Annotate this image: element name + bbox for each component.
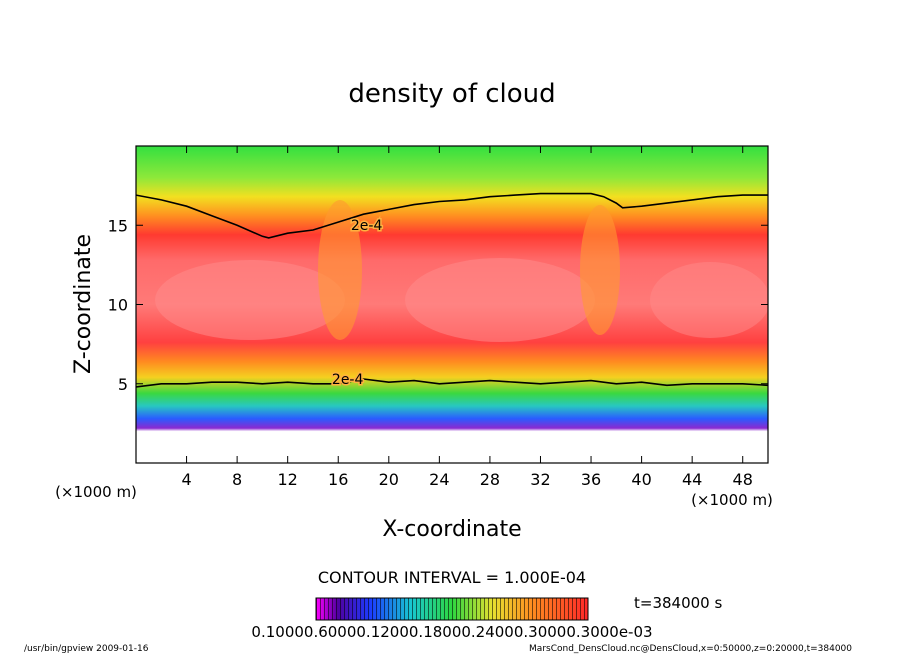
x-axis-ticks: 4 8 12 16 20 24 28 32 36 40 44 48: [181, 146, 753, 489]
plume-right: [580, 205, 620, 335]
x-tick-label: 32: [530, 470, 550, 489]
time-label: t=384000 s: [634, 594, 722, 612]
y-tick-label: 15: [108, 216, 128, 235]
x-tick-label: 28: [480, 470, 500, 489]
colorbar-labels: 0.10000.60000.12000.18000.24000.30000.30…: [251, 623, 652, 641]
chart-title: density of cloud: [348, 79, 555, 109]
x-tick-label: 36: [581, 470, 601, 489]
x-axis-label: X-coordinate: [382, 517, 521, 542]
core-left: [155, 260, 345, 340]
x-tick-label: 4: [181, 470, 191, 489]
lower-contour-line: [136, 378, 768, 388]
contour-interval-text: CONTOUR INTERVAL = 1.000E-04: [318, 568, 586, 587]
x-tick-label: 40: [631, 470, 651, 489]
contour-labels: 2e-4 2e-4: [330, 217, 384, 390]
contour-label-2: 2e-4: [332, 372, 364, 388]
plume-left: [318, 200, 362, 340]
x-tick-label: 8: [232, 470, 242, 489]
colorbar: [315, 597, 589, 621]
plot-area: [136, 146, 768, 463]
x-unit-left: (×1000 m): [55, 483, 137, 501]
x-tick-label: 48: [733, 470, 753, 489]
y-tick-label: 5: [118, 375, 128, 394]
core-right: [650, 262, 768, 338]
x-unit-right: (×1000 m): [691, 491, 773, 509]
colorbar-frame: [315, 597, 589, 621]
x-tick-label: 44: [682, 470, 702, 489]
y-tick-label: 10: [108, 296, 128, 315]
footer-left: /usr/bin/gpview 2009-01-16: [24, 644, 149, 654]
core-center: [405, 258, 595, 342]
colorbar-stripes: [316, 598, 588, 620]
x-tick-label: 24: [429, 470, 449, 489]
upper-contour-line: [136, 192, 768, 239]
contour-label-1: 2e-4: [351, 218, 383, 234]
y-axis-ticks: 5 10 15: [108, 216, 768, 394]
x-tick-label: 16: [328, 470, 348, 489]
footer-right: MarsCond_DensCloud.nc@DensCloud,x=0:5000…: [529, 644, 852, 654]
x-tick-label: 20: [379, 470, 399, 489]
x-tick-label: 12: [278, 470, 298, 489]
y-axis-label: Z-coordinate: [71, 234, 96, 374]
